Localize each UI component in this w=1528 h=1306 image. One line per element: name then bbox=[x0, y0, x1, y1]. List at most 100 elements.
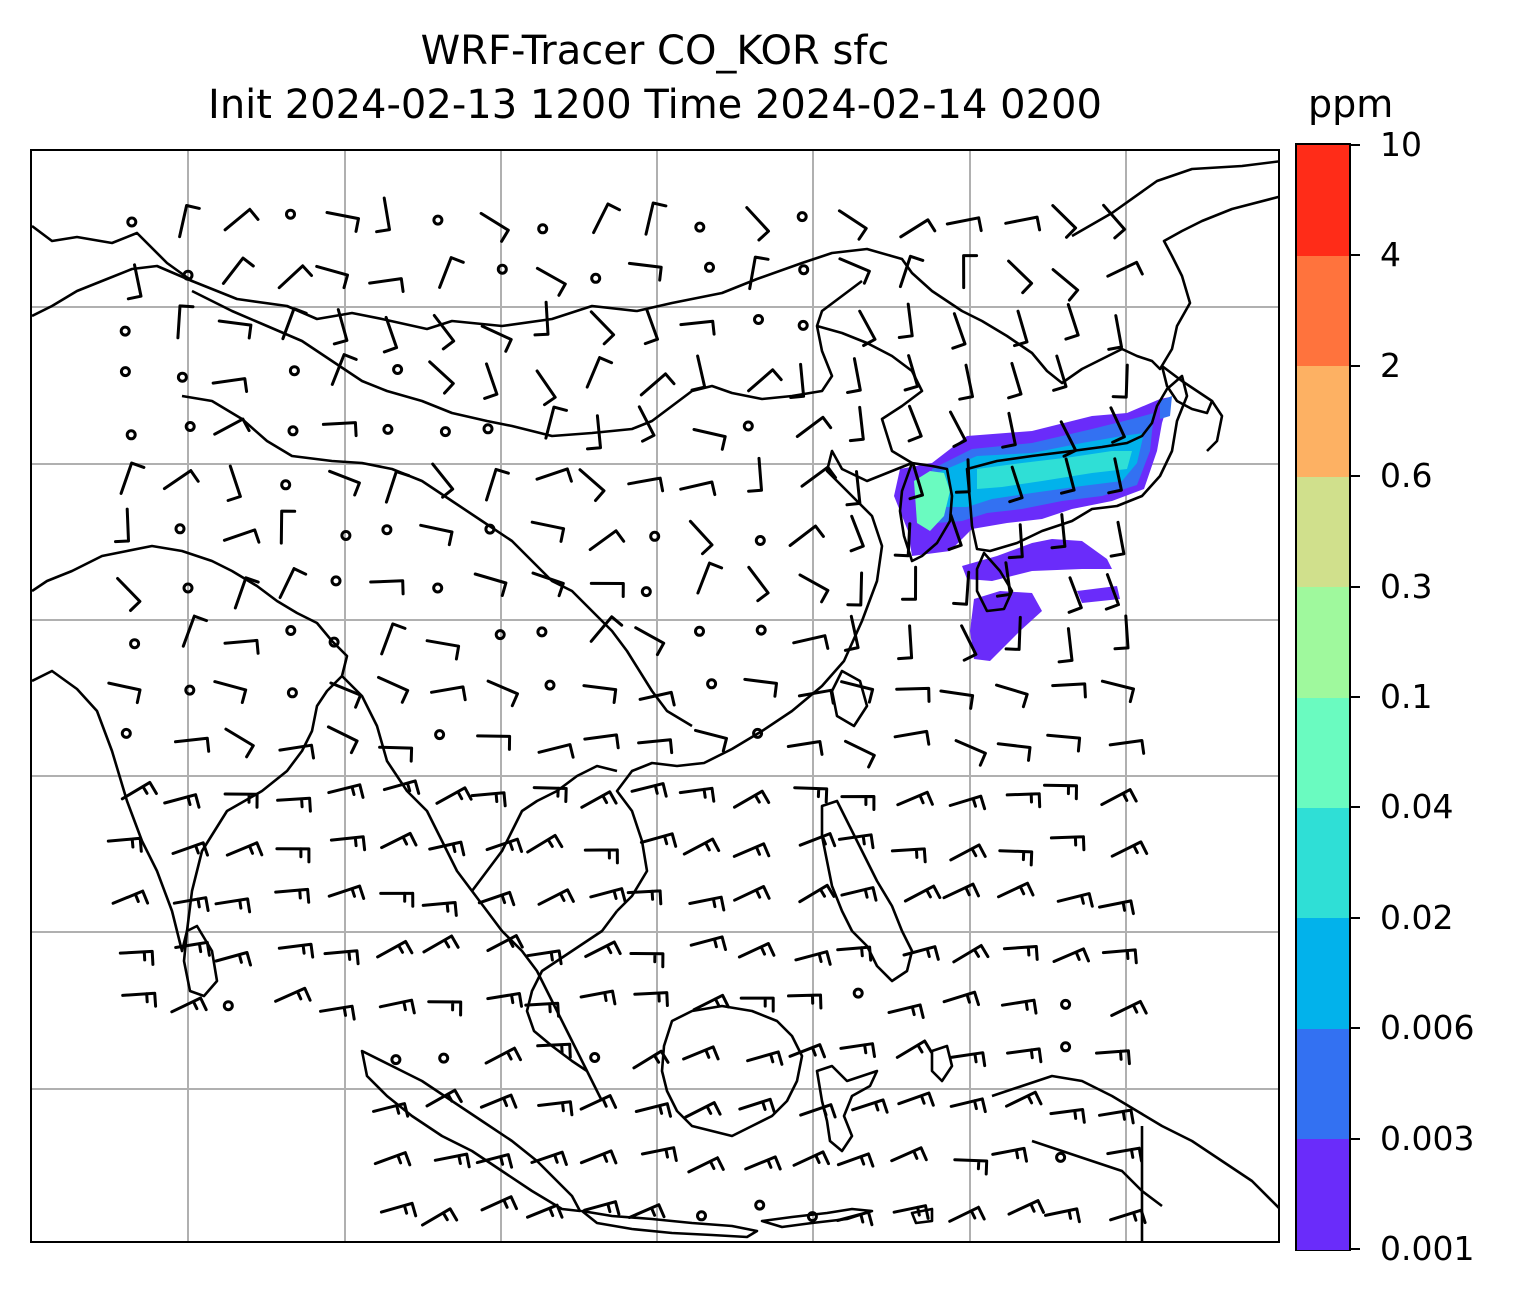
wind-barb bbox=[901, 565, 918, 601]
coastline-borneo bbox=[660, 1004, 804, 1138]
wind-calm-marker bbox=[1060, 998, 1072, 1010]
wind-barb bbox=[1001, 411, 1017, 449]
wind-calm-marker bbox=[382, 423, 394, 435]
wind-calm-marker bbox=[494, 629, 506, 641]
wind-barb bbox=[1067, 576, 1083, 614]
plume-korea-core bbox=[914, 471, 950, 531]
wind-barb bbox=[379, 891, 415, 908]
wind-barb bbox=[947, 513, 963, 551]
coastline-java bbox=[580, 1209, 759, 1239]
wind-barb bbox=[544, 405, 568, 440]
wind-barb bbox=[836, 1210, 874, 1227]
wind-barb bbox=[952, 944, 990, 964]
wind-barb bbox=[1007, 1199, 1045, 1216]
wind-calm-marker bbox=[184, 421, 196, 432]
wind-barb bbox=[329, 835, 367, 852]
wind-calm-marker bbox=[280, 479, 292, 491]
wind-barb bbox=[1051, 682, 1087, 699]
coastline-indochina-east bbox=[525, 910, 619, 1073]
wind-barb bbox=[376, 940, 414, 959]
wind-barb bbox=[379, 1201, 418, 1218]
wind-barb bbox=[170, 996, 208, 1014]
wind-calm-marker bbox=[285, 625, 297, 636]
wind-barb bbox=[748, 255, 770, 291]
wind-barb bbox=[583, 848, 619, 865]
wind-calm-marker bbox=[182, 582, 194, 594]
wind-barb bbox=[840, 680, 875, 704]
border-china-south bbox=[181, 394, 693, 728]
wind-barb bbox=[583, 1200, 621, 1216]
wind-barb bbox=[737, 942, 776, 959]
wind-barb bbox=[794, 950, 832, 966]
wind-barb bbox=[368, 277, 405, 293]
wind-barb bbox=[679, 480, 717, 497]
wind-barb bbox=[897, 624, 914, 661]
wind-barb bbox=[797, 688, 835, 705]
wind-barb bbox=[1051, 268, 1080, 302]
wind-barb bbox=[846, 571, 864, 607]
wind-barb bbox=[226, 464, 242, 502]
wind-barb bbox=[120, 780, 158, 801]
coastline-philippines bbox=[820, 799, 914, 983]
wind-barb bbox=[630, 782, 668, 798]
wind-barb bbox=[949, 410, 967, 448]
wind-barb bbox=[583, 733, 620, 750]
colorbar-tick-label: 4 bbox=[1380, 235, 1401, 275]
wind-barb bbox=[899, 218, 937, 239]
wind-barb bbox=[679, 319, 716, 336]
wind-barb bbox=[837, 833, 875, 850]
wind-barb bbox=[634, 626, 666, 657]
wind-calm-marker bbox=[696, 1210, 707, 1222]
wind-barb bbox=[798, 832, 837, 848]
wind-barb bbox=[644, 201, 668, 236]
wind-barb bbox=[378, 998, 416, 1015]
wind-barb bbox=[427, 1000, 463, 1017]
wind-barb bbox=[321, 421, 358, 438]
wind-barb bbox=[526, 1203, 564, 1219]
wind-barb bbox=[430, 685, 467, 702]
wind-calm-marker bbox=[120, 727, 132, 739]
wind-barbs bbox=[106, 196, 1149, 1227]
wind-barb bbox=[1051, 204, 1078, 239]
wind-barb bbox=[480, 324, 513, 353]
wind-barb bbox=[438, 256, 465, 289]
wind-barb bbox=[217, 319, 253, 340]
wind-barb bbox=[688, 895, 726, 912]
wind-barb bbox=[792, 1150, 830, 1167]
wind-barb bbox=[329, 681, 362, 709]
coastline-kyushu bbox=[975, 551, 1014, 613]
wind-barb bbox=[1098, 1108, 1135, 1125]
colorbar-tick bbox=[1350, 144, 1360, 146]
colorbar-tick bbox=[1350, 1027, 1360, 1030]
wind-barb bbox=[747, 368, 783, 393]
wind-barb bbox=[174, 736, 211, 753]
wind-barb bbox=[942, 990, 980, 1007]
wind-barb bbox=[214, 951, 252, 967]
wind-barb bbox=[477, 890, 516, 907]
wind-barb bbox=[739, 996, 775, 1013]
wind-barb bbox=[996, 742, 1032, 762]
wind-barb bbox=[380, 831, 418, 850]
wind-barb bbox=[279, 509, 297, 545]
colorbar-tick bbox=[1350, 916, 1360, 919]
wind-barb bbox=[178, 204, 201, 239]
wind-barb bbox=[995, 561, 1012, 598]
colorbar-segment bbox=[1297, 255, 1349, 367]
wind-barb bbox=[898, 254, 925, 289]
wind-barb bbox=[589, 615, 624, 643]
wind-barb bbox=[1095, 1049, 1131, 1066]
wind-barb bbox=[486, 934, 524, 952]
border-china-north bbox=[816, 324, 924, 465]
wind-barb bbox=[326, 725, 359, 755]
wind-barb bbox=[995, 683, 1029, 709]
wind-barb bbox=[792, 634, 830, 650]
wind-barb bbox=[997, 881, 1035, 899]
wind-barb bbox=[1043, 783, 1078, 801]
wind-barb bbox=[535, 467, 573, 483]
wind-barb bbox=[952, 570, 971, 606]
wind-barb bbox=[213, 680, 248, 704]
wind-calm-marker bbox=[174, 523, 186, 535]
wind-barb bbox=[277, 264, 313, 290]
colorbar-unit-label: ppm bbox=[1308, 82, 1394, 126]
wind-barb bbox=[1052, 947, 1090, 963]
